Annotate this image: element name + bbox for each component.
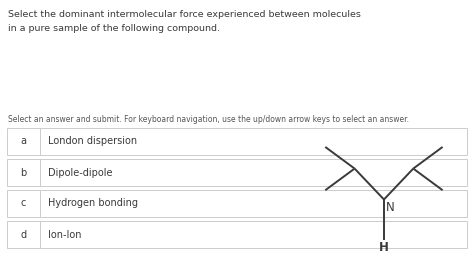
Text: Ion-Ion: Ion-Ion (48, 230, 82, 240)
Text: Select the dominant intermolecular force experienced between molecules: Select the dominant intermolecular force… (8, 10, 361, 19)
Bar (7, 159, 467, 186)
Text: a: a (20, 136, 27, 146)
Text: Select an answer and submit. For keyboard navigation, use the up/down arrow keys: Select an answer and submit. For keyboar… (8, 115, 409, 124)
Bar (7, 128, 467, 155)
Text: H: H (379, 241, 389, 254)
Text: d: d (20, 230, 27, 240)
Text: c: c (21, 199, 26, 209)
Text: N: N (386, 201, 395, 214)
Text: London dispersion: London dispersion (48, 136, 137, 146)
Text: Dipole-dipole: Dipole-dipole (48, 168, 112, 178)
Bar (7, 221, 467, 248)
Bar (7, 190, 467, 217)
Text: b: b (20, 168, 27, 178)
Text: in a pure sample of the following compound.: in a pure sample of the following compou… (8, 24, 220, 33)
Text: Hydrogen bonding: Hydrogen bonding (48, 199, 138, 209)
